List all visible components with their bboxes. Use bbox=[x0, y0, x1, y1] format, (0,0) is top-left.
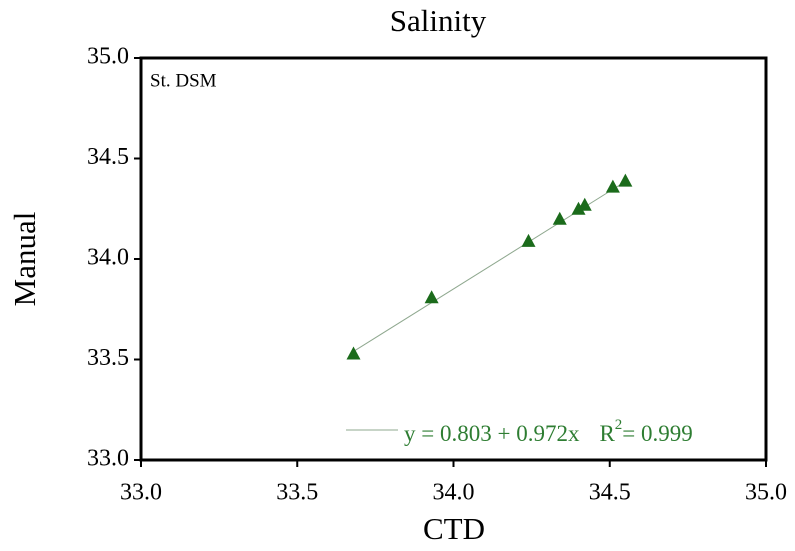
x-axis-label: CTD bbox=[423, 511, 485, 546]
plot-frame bbox=[139, 56, 768, 462]
r2-exponent: 2 bbox=[615, 417, 623, 433]
x-tick-label: 34.5 bbox=[589, 480, 631, 506]
r2-symbol: R bbox=[599, 421, 615, 446]
fit-equation: y = 0.803 + 0.972x bbox=[404, 421, 580, 446]
annotation: St. DSM bbox=[150, 70, 217, 91]
y-tick-label: 34.5 bbox=[87, 144, 129, 170]
x-tick-label: 33.5 bbox=[276, 480, 318, 506]
x-tick-label: 34.0 bbox=[433, 480, 475, 506]
point bbox=[521, 233, 536, 247]
y-tick-label: 33.5 bbox=[87, 345, 129, 371]
x-tick-label: 33.0 bbox=[120, 480, 162, 506]
y-tick-label: 35.0 bbox=[87, 44, 129, 70]
point bbox=[605, 179, 620, 193]
point bbox=[424, 290, 439, 304]
fit-label: y = 0.803 + 0.972x R2= 0.999 bbox=[404, 417, 693, 446]
y-tick-label: 33.0 bbox=[87, 446, 129, 472]
point bbox=[552, 211, 567, 225]
point bbox=[346, 346, 361, 360]
point bbox=[577, 197, 592, 211]
r2-value: = 0.999 bbox=[622, 421, 692, 446]
y-tick-label: 34.0 bbox=[87, 245, 129, 271]
x-tick-label: 35.0 bbox=[745, 480, 787, 506]
point bbox=[571, 201, 586, 215]
chart-title: Salinity bbox=[390, 3, 487, 38]
point bbox=[618, 173, 633, 187]
y-axis-label: Manual bbox=[7, 212, 42, 307]
